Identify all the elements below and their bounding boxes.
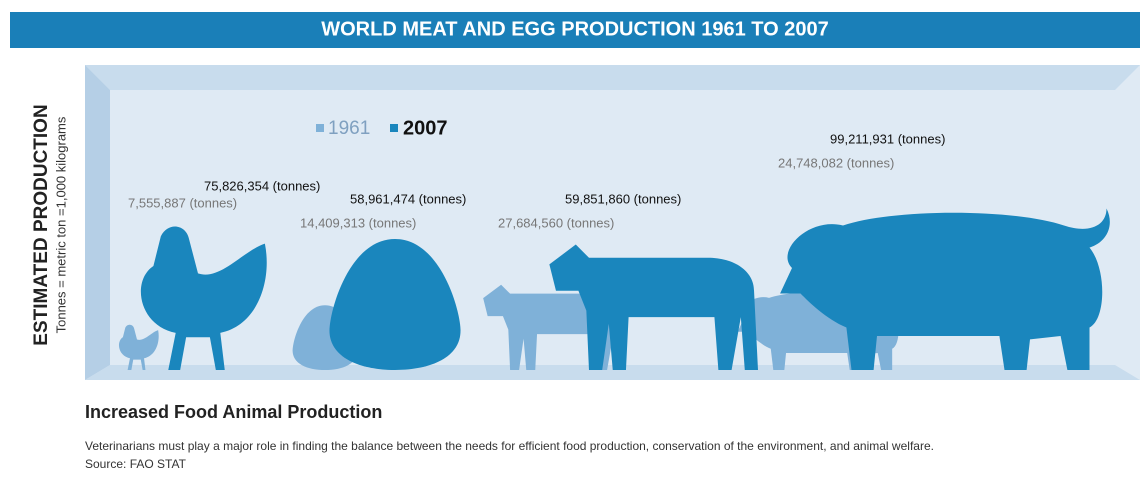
- note: Veterinarians must play a major role in …: [85, 439, 934, 453]
- box-floor: [85, 365, 1140, 380]
- y-sublabel: Tonnes = metric ton =1,000 kilograms: [53, 116, 68, 333]
- value-label: 27,684,560 (tonnes): [498, 215, 614, 230]
- value-label: 75,826,354 (tonnes): [204, 178, 320, 193]
- value-label: 24,748,082 (tonnes): [778, 155, 894, 170]
- subtitle: Increased Food Animal Production: [85, 402, 382, 422]
- source: Source: FAO STAT: [85, 457, 187, 471]
- legend-label: 1961: [328, 118, 370, 139]
- value-label: 59,851,860 (tonnes): [565, 191, 681, 206]
- value-label: 99,211,931 (tonnes): [830, 131, 945, 146]
- box-top: [85, 65, 1140, 90]
- legend-swatch: [390, 124, 398, 132]
- value-label: 7,555,887 (tonnes): [128, 195, 237, 210]
- chart-title: WORLD MEAT AND EGG PRODUCTION 1961 TO 20…: [321, 18, 829, 40]
- legend-swatch: [316, 124, 324, 132]
- y-label: ESTIMATED PRODUCTION: [31, 104, 52, 345]
- infographic: WORLD MEAT AND EGG PRODUCTION 1961 TO 20…: [0, 0, 1145, 493]
- box-side: [85, 65, 110, 380]
- value-label: 14,409,313 (tonnes): [300, 215, 416, 230]
- value-label: 58,961,474 (tonnes): [350, 191, 466, 206]
- legend-label: 2007: [403, 117, 448, 139]
